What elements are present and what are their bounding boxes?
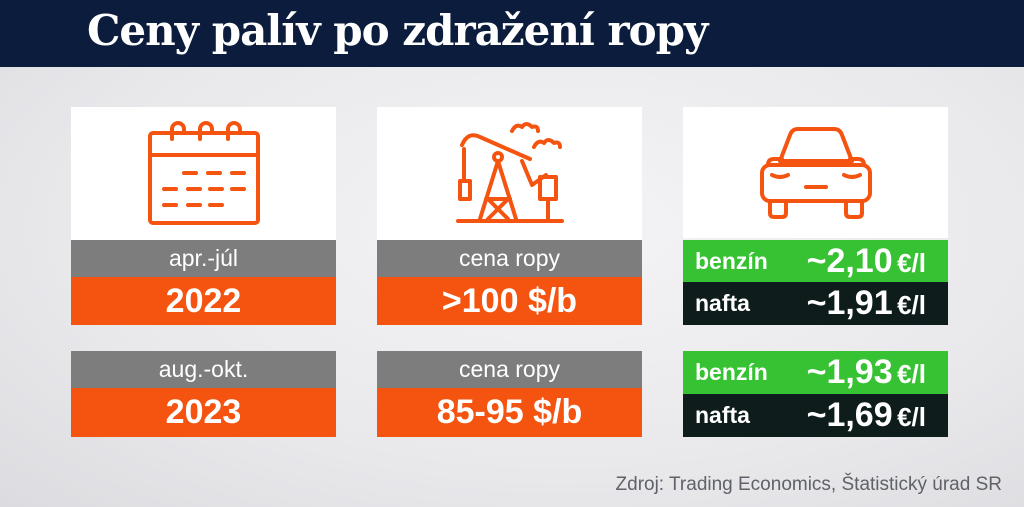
year-2023: 2023 (71, 388, 336, 437)
oil-price-2022: >100 $/b (377, 277, 642, 325)
benzin-price-2023: ~1,93 €/l (807, 353, 926, 392)
nafta-label: nafta (695, 290, 750, 316)
oil-label-2022: cena ropy (377, 240, 642, 277)
calendar-card (71, 107, 336, 240)
nafta-price-2023: ~1,69 €/l (807, 396, 926, 435)
benzin-value: ~1,93 (806, 353, 893, 391)
nafta-row-2022: nafta ~1,91 €/l (683, 282, 948, 325)
unit-label: €/l (897, 402, 926, 432)
nafta-value: ~1,91 (806, 284, 893, 322)
benzin-label: benzín (695, 247, 768, 274)
period-label-2022: apr.-júl (71, 240, 336, 277)
calendar-icon (147, 120, 260, 225)
car-card (683, 107, 948, 238)
period-label-2023: aug.-okt. (71, 351, 336, 388)
unit-label: €/l (897, 247, 926, 278)
nafta-label: nafta (695, 402, 750, 428)
oil-label-2023: cena ropy (377, 351, 642, 388)
benzin-price-2022: ~2,10 €/l (807, 242, 926, 281)
year-2022: 2022 (71, 277, 336, 325)
oil-price-2023: 85-95 $/b (377, 388, 642, 437)
unit-label: €/l (897, 359, 926, 389)
page-title: Ceny palív po zdražení ropy (87, 6, 708, 55)
oil-pump-card (377, 107, 642, 240)
source-note: Zdroj: Trading Economics, Štatistický úr… (615, 474, 1002, 495)
unit-label: €/l (897, 290, 926, 320)
car-icon (759, 126, 872, 219)
benzin-label: benzín (695, 359, 768, 385)
nafta-value: ~1,69 (806, 396, 893, 434)
oil-pump-icon (455, 121, 564, 223)
benzin-value: ~2,10 (806, 241, 893, 280)
benzin-row-2022: benzín ~2,10 €/l (683, 240, 948, 282)
nafta-price-2022: ~1,91 €/l (807, 284, 926, 323)
nafta-row-2023: nafta ~1,69 €/l (683, 394, 948, 437)
header-bar: Ceny palív po zdražení ropy (0, 0, 1024, 67)
benzin-row-2023: benzín ~1,93 €/l (683, 351, 948, 394)
